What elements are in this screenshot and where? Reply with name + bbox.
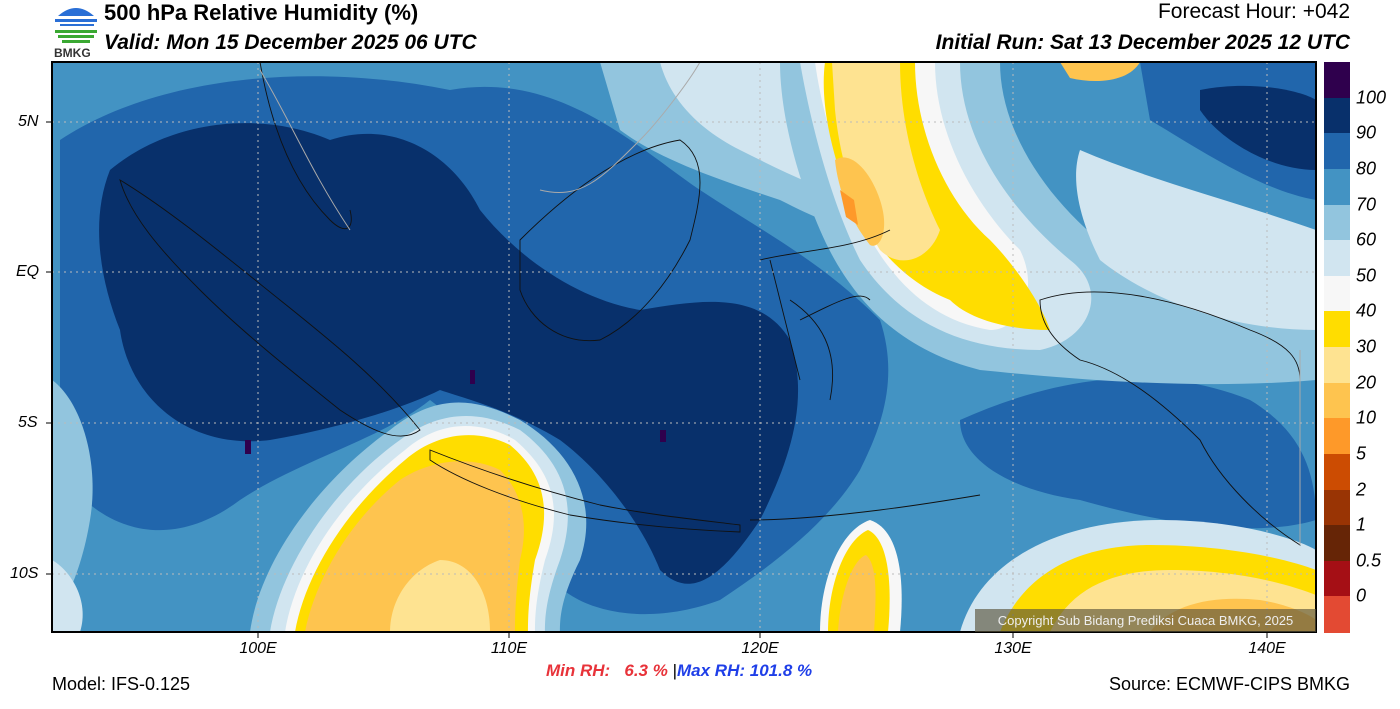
coastline-malay: [259, 62, 352, 230]
colorbar-bin: [1324, 347, 1350, 384]
colorbar-label: 60: [1356, 229, 1377, 250]
colorbar-bin: [1324, 133, 1350, 170]
coastline-papua: [1039, 291, 1301, 546]
colorbar-bin: [1324, 240, 1350, 277]
initial-run: Initial Run: Sat 13 December 2025 12 UTC: [935, 31, 1350, 54]
coastline-sumatra: [119, 179, 421, 437]
colorbar-label: 10: [1356, 407, 1377, 428]
field-60-70-west: [52, 380, 93, 620]
colorbar-bin: [1324, 596, 1350, 633]
map-frame: [51, 61, 1317, 633]
min-rh: Min RH: 6.3 %: [546, 661, 668, 680]
colorbar-label: 0: [1356, 585, 1367, 606]
source-label: Source: ECMWF-CIPS BMKG: [1108, 674, 1350, 694]
field-20-30-sw: [390, 560, 490, 632]
colorbar-bin: [1324, 525, 1350, 562]
min-max-rh: Min RH: 6.3 % |Max RH: 101.8 %: [546, 661, 812, 681]
colorbar-label: 90: [1356, 122, 1377, 143]
colorbar-label: 2: [1356, 479, 1367, 499]
valid-time: Valid: Mon 15 December 2025 06 UTC: [104, 31, 477, 54]
model-label: Model: IFS-0.125: [52, 674, 191, 694]
colorbar-label: 40: [1356, 300, 1377, 321]
field-90-100: [99, 123, 799, 584]
colorbar-bin: [1324, 204, 1350, 241]
logo-text: BMKG: [54, 46, 91, 60]
lat-tick-10s: 10S: [10, 565, 39, 582]
colorbar-bin: [1324, 382, 1350, 419]
colorbar-label: 5: [1356, 443, 1367, 464]
colorbar-bin: [1324, 97, 1350, 134]
borders: [259, 62, 1301, 545]
colorbar-label: 30: [1356, 336, 1377, 357]
colorbar-label: 100: [1356, 87, 1387, 108]
colorbar-bin: [1324, 62, 1350, 99]
lon-tick-100e: 100E: [239, 640, 277, 657]
field-20-30-ne: [832, 62, 940, 261]
lon-tick-110e: 110E: [490, 640, 528, 657]
lat-tick-5n: 5N: [18, 113, 39, 130]
lat-tick-eq: EQ: [16, 263, 40, 280]
colorbar-bin: [1324, 311, 1350, 348]
max-rh: Max RH: 101.8 %: [677, 661, 813, 680]
bmkg-logo: BMKG: [52, 2, 100, 60]
colorbar-bin: [1324, 453, 1350, 490]
coastline-nusa-tenggara: [749, 494, 981, 521]
lon-tick-130e: 130E: [994, 640, 1032, 657]
coastline-java: [429, 449, 741, 533]
coastline-borneo: [519, 139, 701, 342]
lat-tick-5s: 5S: [18, 414, 38, 431]
axis-ticks: [46, 121, 1268, 638]
field-10-20-ne: [835, 157, 885, 246]
colorbar-label: 1: [1356, 514, 1367, 535]
colorbar-bin: [1324, 560, 1350, 597]
field-90-100-ne: [1200, 85, 1316, 170]
field-50-60-west: [52, 560, 83, 632]
lon-tick-140e: 140E: [1248, 640, 1286, 657]
colorbar: [1324, 62, 1350, 633]
lon-tick-120e: 120E: [741, 640, 779, 657]
field-80-90-east: [960, 378, 1316, 529]
coastline-sulawesi: [759, 229, 891, 401]
field-10-20-timor: [838, 555, 876, 632]
copyright-notice: Copyright Sub Bidang Prediksi Cuaca BMKG…: [975, 609, 1316, 632]
field-5-10-ne: [840, 190, 858, 225]
forecast-hour: Forecast Hour: +042: [1157, 0, 1350, 23]
colorbar-label: 20: [1356, 372, 1377, 393]
colorbar-bin: [1324, 168, 1350, 205]
field-30-40-top: [1060, 62, 1140, 82]
colorbar-label: 50: [1356, 265, 1377, 286]
gridlines: [52, 62, 1316, 632]
bmkg-logo-icon: [55, 8, 97, 43]
colorbar-bin: [1324, 275, 1350, 312]
colorbar-label: 70: [1356, 194, 1377, 214]
colorbar-label: 80: [1356, 158, 1377, 179]
colorbar-bin: [1324, 418, 1350, 455]
field-white-east: [1076, 150, 1316, 330]
coastlines: [119, 62, 1301, 546]
colorbar-bin: [1324, 489, 1350, 526]
separator: |: [672, 661, 678, 680]
chart-title: 500 hPa Relative Humidity (%): [104, 0, 419, 25]
colorbar-label: 0.5: [1356, 550, 1382, 571]
